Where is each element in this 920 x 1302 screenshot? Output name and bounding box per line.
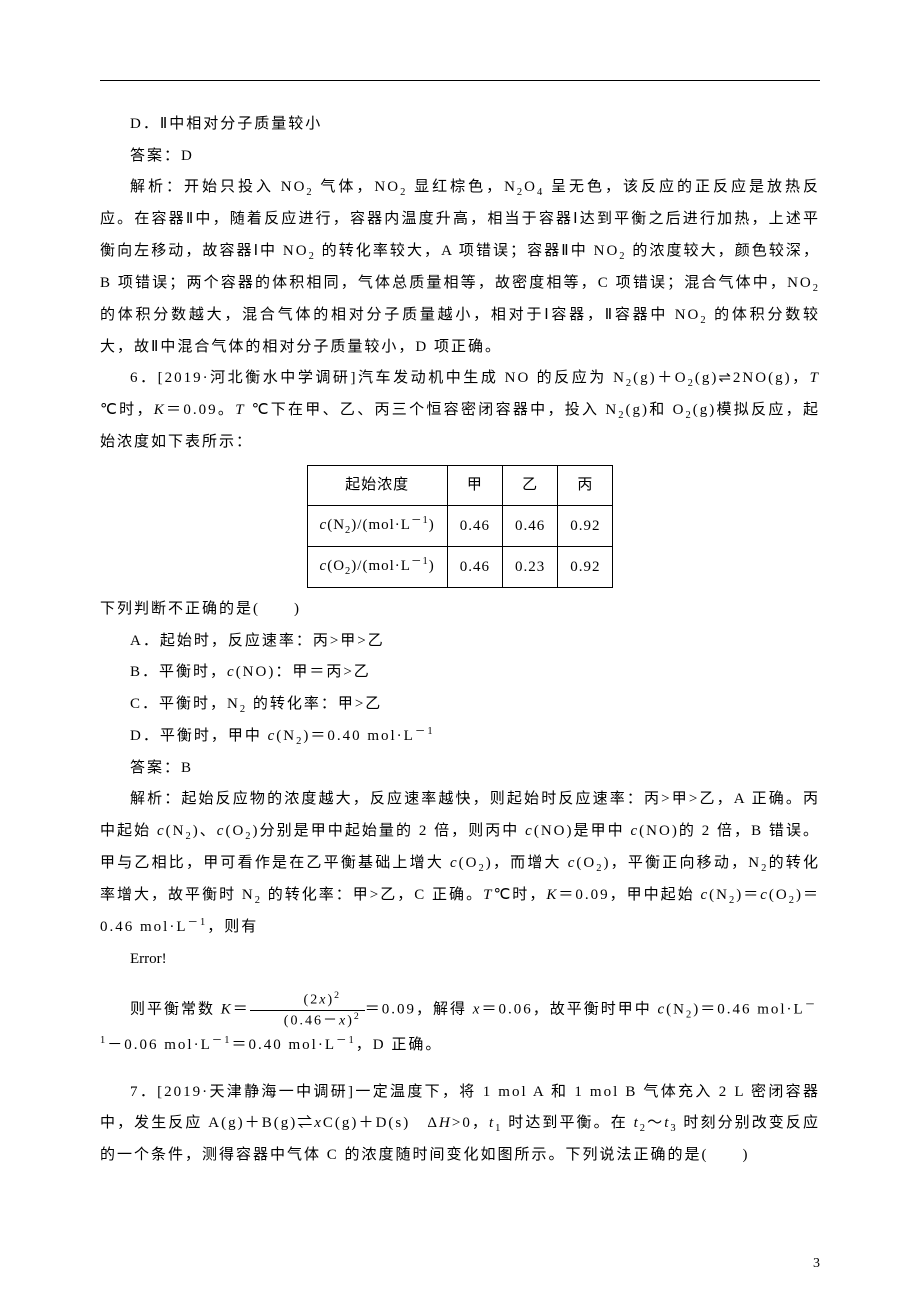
text: (g)和 O [625,402,685,418]
equation-line: 则平衡常数 K＝(2x)2(0.46－x)2＝0.09，解得 x＝0.06，故平… [100,990,820,1061]
fraction: (2x)2(0.46－x)2 [250,990,365,1030]
header-cell: 起始浓度 [307,465,447,506]
answer-prev: 答案：D [100,141,820,173]
top-divider [100,80,820,81]
answer-6: 答案：B [100,753,820,785]
explanation-6: 解析：起始反应物的浓度越大，反应速率越快，则起始时反应速率：丙>甲>乙，A 正确… [100,784,820,943]
text: 6．[2019·河北衡水中学调研]汽车发动机中生成 NO 的反应为 N [130,370,626,386]
cell: 0.92 [558,506,613,547]
question-6-prompt: 下列判断不正确的是( ) [100,594,820,626]
cell: 0.46 [447,547,502,588]
text: ＝0.09。 [166,402,235,418]
row-label: c(O2)/(mol·L－1) [307,547,447,588]
text: (g)⇌2NO(g)， [695,370,810,386]
cell: 0.46 [502,506,557,547]
error-line: Error! [100,944,820,976]
header-cell: 甲 [447,465,502,506]
row-label: c(N2)/(mol·L－1) [307,506,447,547]
text: (g)＋O [633,370,687,386]
concentration-table: 起始浓度 甲 乙 丙 c(N2)/(mol·L－1) 0.46 0.46 0.9… [307,465,614,589]
explanation-prev: 解析：开始只投入 NO2 气体，NO2 显红棕色，N2O4 呈无色，该反应的正反… [100,172,820,363]
cell: 0.23 [502,547,557,588]
option-b: B．平衡时，c(NO)：甲＝丙>乙 [100,657,820,689]
header-cell: 乙 [502,465,557,506]
cell: 0.92 [558,547,613,588]
content-body: D．Ⅱ中相对分子质量较小 答案：D 解析：开始只投入 NO2 气体，NO2 显红… [100,109,820,1172]
header-cell: 丙 [558,465,613,506]
table-row: c(N2)/(mol·L－1) 0.46 0.46 0.92 [307,506,613,547]
text: ℃时， [100,402,154,418]
text: 显红棕色，N [407,179,517,195]
text: ℃下在甲、乙、丙三个恒容密闭容器中，投入 N [246,402,619,418]
question-7-stem: 7．[2019·天津静海一中调研]一定温度下，将 1 mol A 和 1 mol… [100,1077,820,1172]
cell: 0.46 [447,506,502,547]
option-a: A．起始时，反应速率：丙>甲>乙 [100,626,820,658]
question-6-stem: 6．[2019·河北衡水中学调研]汽车发动机中生成 NO 的反应为 N2(g)＋… [100,363,820,459]
page-number: 3 [813,1256,820,1272]
option-d-prev: D．Ⅱ中相对分子质量较小 [100,109,820,141]
text: 的体积分数越大，混合气体的相对分子质量越小，相对于Ⅰ容器，Ⅱ容器中 NO [100,307,700,323]
table-row: c(O2)/(mol·L－1) 0.46 0.23 0.92 [307,547,613,588]
option-c: C．平衡时，N2 的转化率：甲>乙 [100,689,820,721]
text: 的转化率较大，A 项错误；容器Ⅱ中 NO [316,243,619,259]
text: 气体，NO [314,179,400,195]
document-page: D．Ⅱ中相对分子质量较小 答案：D 解析：开始只投入 NO2 气体，NO2 显红… [0,0,920,1302]
table-header-row: 起始浓度 甲 乙 丙 [307,465,613,506]
text: 解析：开始只投入 NO [130,179,306,195]
option-d: D．平衡时，甲中 c(N2)＝0.40 mol·L－1 [100,721,820,753]
text: O [524,179,537,195]
